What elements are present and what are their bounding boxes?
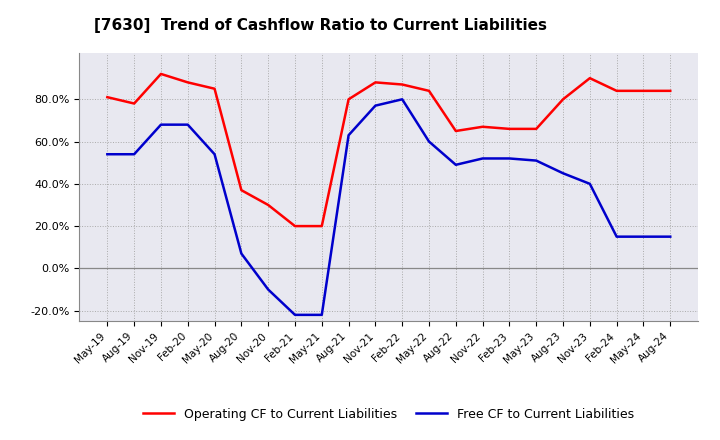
Line: Operating CF to Current Liabilities: Operating CF to Current Liabilities [107, 74, 670, 226]
Operating CF to Current Liabilities [237, 187, 246, 193]
Operating CF to Current Liabilities [130, 101, 138, 106]
Operating CF to Current Liabilities [478, 124, 487, 129]
Operating CF to Current Liabilities [344, 97, 353, 102]
Operating CF to Current Liabilities [264, 202, 272, 208]
Operating CF to Current Liabilities [559, 97, 567, 102]
Free CF to Current Liabilities [371, 103, 379, 108]
Operating CF to Current Liabilities [532, 126, 541, 132]
Operating CF to Current Liabilities [505, 126, 514, 132]
Operating CF to Current Liabilities [425, 88, 433, 93]
Operating CF to Current Liabilities [639, 88, 648, 93]
Free CF to Current Liabilities [237, 251, 246, 256]
Operating CF to Current Liabilities [666, 88, 675, 93]
Operating CF to Current Liabilities [184, 80, 192, 85]
Operating CF to Current Liabilities [157, 71, 166, 77]
Text: [7630]  Trend of Cashflow Ratio to Current Liabilities: [7630] Trend of Cashflow Ratio to Curren… [94, 18, 546, 33]
Free CF to Current Liabilities [425, 139, 433, 144]
Free CF to Current Liabilities [291, 312, 300, 318]
Operating CF to Current Liabilities [103, 95, 112, 100]
Operating CF to Current Liabilities [210, 86, 219, 92]
Free CF to Current Liabilities [398, 97, 407, 102]
Free CF to Current Liabilities [532, 158, 541, 163]
Free CF to Current Liabilities [451, 162, 460, 168]
Free CF to Current Liabilities [264, 287, 272, 292]
Free CF to Current Liabilities [318, 312, 326, 318]
Free CF to Current Liabilities [157, 122, 166, 127]
Free CF to Current Liabilities [478, 156, 487, 161]
Operating CF to Current Liabilities [612, 88, 621, 93]
Free CF to Current Liabilities [344, 132, 353, 138]
Free CF to Current Liabilities [639, 234, 648, 239]
Operating CF to Current Liabilities [398, 82, 407, 87]
Free CF to Current Liabilities [585, 181, 594, 187]
Operating CF to Current Liabilities [318, 224, 326, 229]
Free CF to Current Liabilities [130, 152, 138, 157]
Operating CF to Current Liabilities [291, 224, 300, 229]
Operating CF to Current Liabilities [585, 76, 594, 81]
Free CF to Current Liabilities [184, 122, 192, 127]
Operating CF to Current Liabilities [451, 128, 460, 134]
Legend: Operating CF to Current Liabilities, Free CF to Current Liabilities: Operating CF to Current Liabilities, Fre… [138, 403, 639, 425]
Line: Free CF to Current Liabilities: Free CF to Current Liabilities [107, 99, 670, 315]
Free CF to Current Liabilities [666, 234, 675, 239]
Free CF to Current Liabilities [559, 171, 567, 176]
Free CF to Current Liabilities [612, 234, 621, 239]
Free CF to Current Liabilities [505, 156, 514, 161]
Free CF to Current Liabilities [210, 152, 219, 157]
Operating CF to Current Liabilities [371, 80, 379, 85]
Free CF to Current Liabilities [103, 152, 112, 157]
